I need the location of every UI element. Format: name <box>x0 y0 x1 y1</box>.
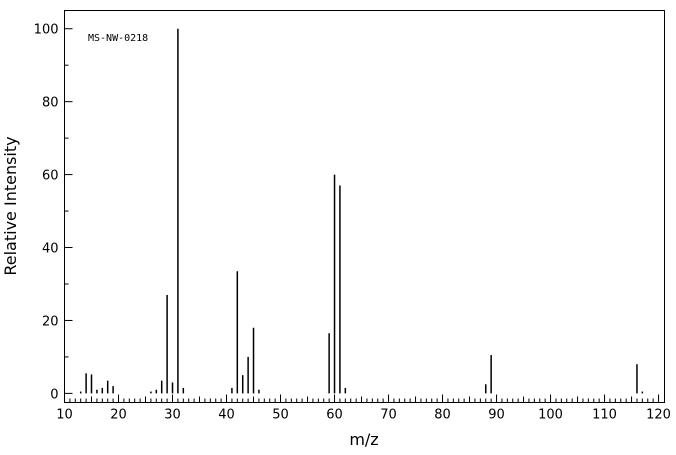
x-tick-label: 120 <box>646 408 671 423</box>
y-tick-label: 0 <box>50 387 58 402</box>
x-tick-label: 100 <box>538 408 563 423</box>
x-tick-label: 60 <box>326 408 343 423</box>
x-axis-label: m/z <box>349 430 378 449</box>
y-tick-label: 40 <box>42 242 59 257</box>
x-tick-label: 90 <box>488 408 505 423</box>
y-tick-label: 20 <box>42 314 59 329</box>
y-tick-label: 80 <box>42 96 59 111</box>
x-tick-label: 30 <box>164 408 181 423</box>
x-tick-label: 50 <box>272 408 289 423</box>
x-tick-label: 70 <box>380 408 397 423</box>
x-tick-label: 20 <box>110 408 127 423</box>
x-tick-label: 80 <box>434 408 451 423</box>
y-axis-label: Relative Intensity <box>1 136 20 275</box>
y-tick-label: 100 <box>34 23 59 38</box>
plot-frame <box>64 10 665 403</box>
annotation: MS-NW-0218 <box>88 33 148 44</box>
y-tick-label: 60 <box>42 169 59 184</box>
x-tick-label: 10 <box>56 408 73 423</box>
x-tick-label: 40 <box>218 408 235 423</box>
x-tick-label: 110 <box>592 408 617 423</box>
